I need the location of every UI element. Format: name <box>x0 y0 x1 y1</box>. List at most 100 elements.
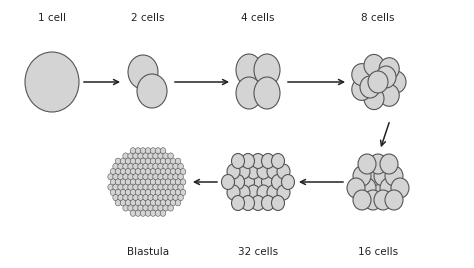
Ellipse shape <box>247 164 260 179</box>
Ellipse shape <box>118 163 123 169</box>
Ellipse shape <box>168 184 173 190</box>
Ellipse shape <box>353 190 371 210</box>
Ellipse shape <box>358 178 376 198</box>
Ellipse shape <box>123 195 128 201</box>
Ellipse shape <box>128 174 133 180</box>
Ellipse shape <box>252 195 264 210</box>
Ellipse shape <box>108 184 113 190</box>
Ellipse shape <box>135 200 141 206</box>
Ellipse shape <box>113 184 118 190</box>
Ellipse shape <box>160 200 166 206</box>
Ellipse shape <box>160 158 166 164</box>
Ellipse shape <box>175 169 181 175</box>
Ellipse shape <box>267 164 280 179</box>
Ellipse shape <box>163 205 168 211</box>
Ellipse shape <box>163 184 168 190</box>
Text: Blastula: Blastula <box>127 247 169 257</box>
Ellipse shape <box>133 205 138 211</box>
Ellipse shape <box>254 77 280 109</box>
Ellipse shape <box>153 195 158 201</box>
Ellipse shape <box>155 200 161 206</box>
Ellipse shape <box>262 154 274 169</box>
Ellipse shape <box>241 154 255 169</box>
Ellipse shape <box>391 178 409 198</box>
Ellipse shape <box>155 169 161 175</box>
Ellipse shape <box>140 169 146 175</box>
Ellipse shape <box>178 184 183 190</box>
Ellipse shape <box>173 174 178 180</box>
Ellipse shape <box>25 52 79 112</box>
Ellipse shape <box>153 174 158 180</box>
Ellipse shape <box>140 200 146 206</box>
Ellipse shape <box>379 84 399 106</box>
Ellipse shape <box>165 158 171 164</box>
Ellipse shape <box>173 195 178 201</box>
Ellipse shape <box>178 163 183 169</box>
Ellipse shape <box>180 179 186 185</box>
Ellipse shape <box>138 184 144 190</box>
Ellipse shape <box>267 185 280 200</box>
Ellipse shape <box>364 54 384 76</box>
Ellipse shape <box>145 169 151 175</box>
Ellipse shape <box>123 184 128 190</box>
Ellipse shape <box>262 174 274 189</box>
Ellipse shape <box>272 154 284 169</box>
Ellipse shape <box>155 158 161 164</box>
Ellipse shape <box>120 200 126 206</box>
Ellipse shape <box>150 158 156 164</box>
Ellipse shape <box>123 153 128 159</box>
Ellipse shape <box>160 189 166 195</box>
Ellipse shape <box>145 210 151 216</box>
Ellipse shape <box>128 55 158 89</box>
Ellipse shape <box>140 210 146 216</box>
Ellipse shape <box>168 153 173 159</box>
Ellipse shape <box>272 174 284 189</box>
Ellipse shape <box>130 169 136 175</box>
Ellipse shape <box>168 205 173 211</box>
Ellipse shape <box>130 179 136 185</box>
Ellipse shape <box>155 148 161 154</box>
Ellipse shape <box>125 200 131 206</box>
Ellipse shape <box>148 184 154 190</box>
Ellipse shape <box>113 163 118 169</box>
Ellipse shape <box>376 66 396 88</box>
Ellipse shape <box>160 179 166 185</box>
Ellipse shape <box>110 169 116 175</box>
Ellipse shape <box>120 169 126 175</box>
Text: 2 cells: 2 cells <box>131 13 165 23</box>
Ellipse shape <box>360 76 380 98</box>
Ellipse shape <box>180 189 186 195</box>
Ellipse shape <box>115 169 121 175</box>
Ellipse shape <box>163 153 168 159</box>
Ellipse shape <box>115 200 121 206</box>
Ellipse shape <box>150 169 156 175</box>
Ellipse shape <box>118 184 123 190</box>
Ellipse shape <box>257 164 270 179</box>
Ellipse shape <box>175 189 181 195</box>
Ellipse shape <box>138 163 144 169</box>
Ellipse shape <box>236 54 262 86</box>
Ellipse shape <box>135 210 141 216</box>
Ellipse shape <box>237 164 250 179</box>
Ellipse shape <box>148 163 154 169</box>
Ellipse shape <box>227 185 240 200</box>
Ellipse shape <box>241 174 255 189</box>
Ellipse shape <box>125 158 131 164</box>
Ellipse shape <box>138 174 144 180</box>
Ellipse shape <box>272 195 284 210</box>
Ellipse shape <box>135 158 141 164</box>
Ellipse shape <box>165 189 171 195</box>
Ellipse shape <box>178 195 183 201</box>
Ellipse shape <box>140 158 146 164</box>
Ellipse shape <box>118 195 123 201</box>
Ellipse shape <box>150 200 156 206</box>
Ellipse shape <box>150 210 156 216</box>
Ellipse shape <box>115 179 121 185</box>
Ellipse shape <box>143 163 148 169</box>
Ellipse shape <box>150 179 156 185</box>
Ellipse shape <box>130 148 136 154</box>
Ellipse shape <box>231 174 245 189</box>
Ellipse shape <box>128 184 133 190</box>
Ellipse shape <box>145 179 151 185</box>
Ellipse shape <box>282 174 294 189</box>
